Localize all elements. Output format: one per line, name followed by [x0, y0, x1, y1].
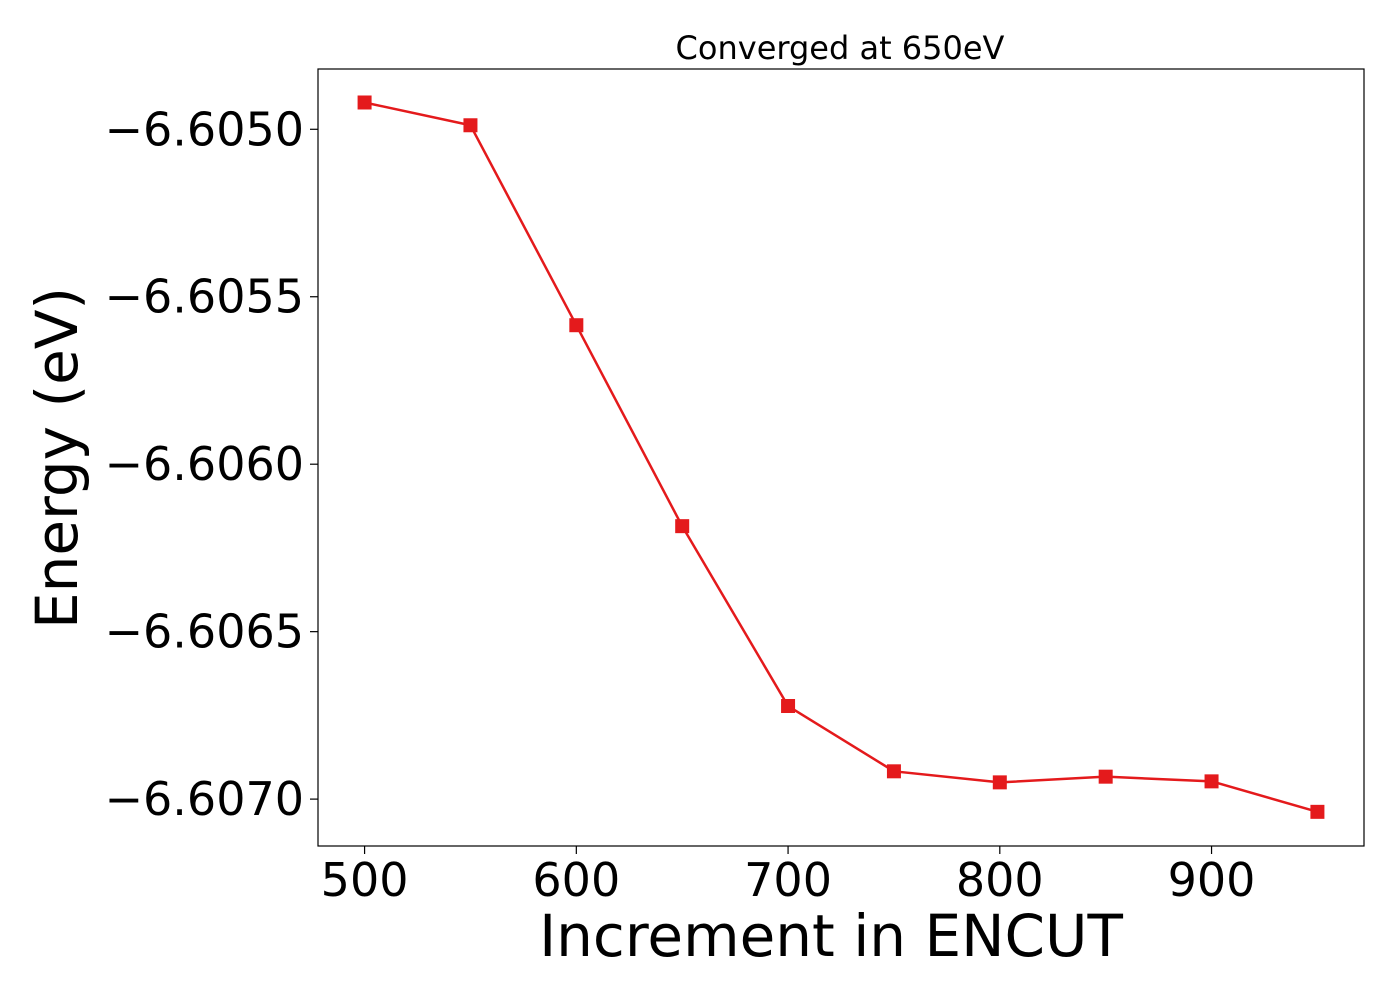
x-tick-label: 600	[532, 853, 620, 907]
data-point-marker	[569, 318, 584, 333]
data-point-marker	[992, 775, 1007, 790]
data-point-marker	[463, 118, 478, 133]
chart-title: Converged at 650eV	[676, 29, 1005, 67]
y-tick-label: −6.6065	[105, 605, 305, 659]
y-axis-ticks: −6.6050 −6.6055 −6.6060 −6.6065 −6.6070	[105, 102, 318, 826]
data-point-marker	[1310, 804, 1325, 819]
y-tick-label: −6.6050	[105, 102, 305, 156]
y-tick-label: −6.6070	[105, 772, 305, 826]
y-tick-label: −6.6060	[105, 437, 305, 491]
x-tick-label: 900	[1168, 853, 1256, 907]
data-point-marker	[357, 95, 372, 110]
y-axis-label: Energy (eV)	[23, 287, 91, 629]
series-line	[364, 101, 1318, 814]
data-point-marker	[886, 764, 901, 779]
data-point-marker	[1098, 769, 1113, 784]
data-point-marker	[1204, 774, 1219, 789]
data-point-marker	[781, 699, 796, 714]
y-tick-label: −6.6055	[105, 270, 305, 324]
x-axis-ticks: 500 600 700 800 900	[321, 846, 1256, 907]
x-tick-label: 700	[744, 853, 832, 907]
series-layer	[357, 95, 1325, 819]
data-point-marker	[675, 519, 690, 534]
x-tick-label: 800	[956, 853, 1044, 907]
plot-area: 500 600 700 800 900 −6.6050−6.6055−6.6060−6.…	[105, 68, 1365, 907]
x-axis-label: Increment in ENCUT	[539, 902, 1123, 970]
x-tick-label: 500	[321, 853, 409, 907]
plot-frame	[317, 68, 1365, 847]
